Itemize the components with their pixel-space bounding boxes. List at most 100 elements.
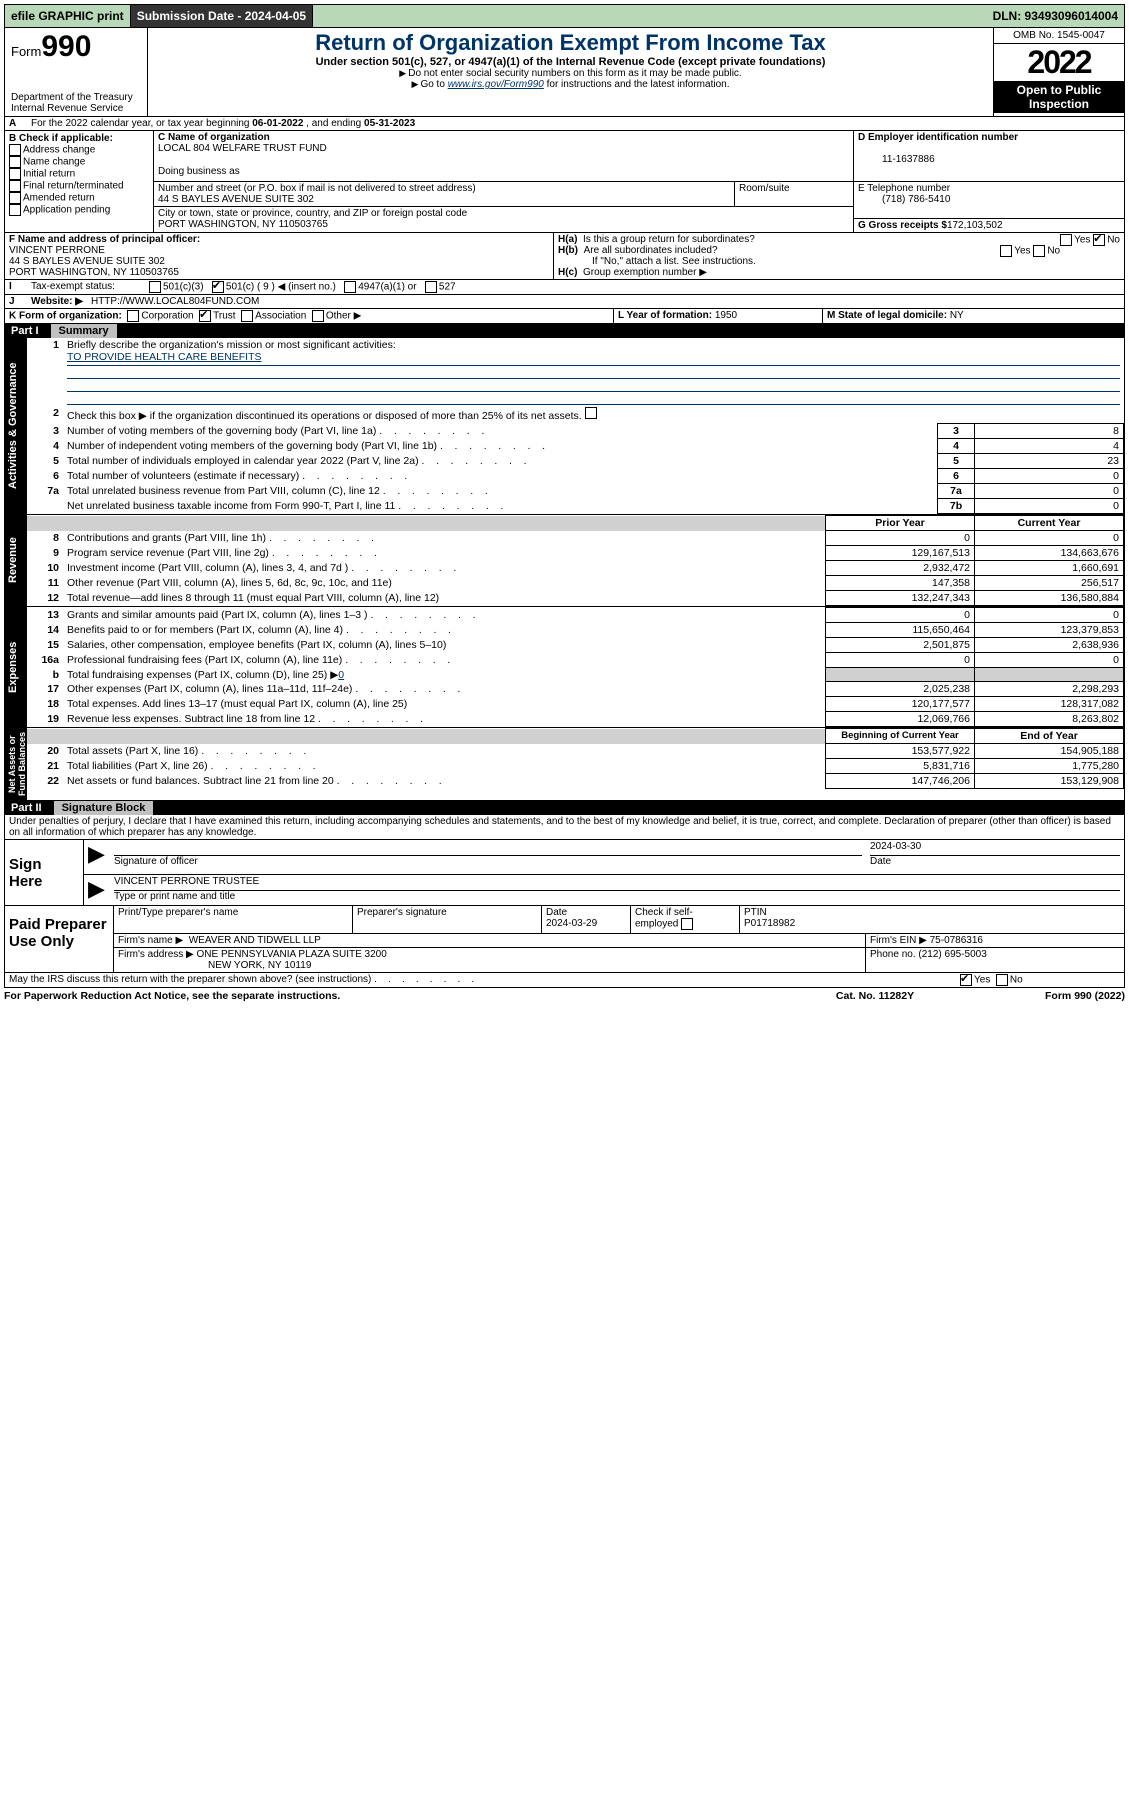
footer-cat: Cat. No. 11282Y <box>775 990 975 1002</box>
m-cell: M State of legal domicile: NY <box>823 309 1124 323</box>
prep-name: Print/Type preparer's name <box>114 906 353 933</box>
tab-expenses: Expenses <box>5 607 27 727</box>
dept-treasury: Department of the Treasury Internal Reve… <box>11 92 141 114</box>
note-link: Go to www.irs.gov/Form990 for instructio… <box>154 79 987 90</box>
b-label: B Check if applicable: <box>9 133 149 144</box>
tab-revenue: Revenue <box>5 515 27 606</box>
k-cell: K Form of organization: Corporation Trus… <box>5 309 614 323</box>
row-j: J Website: ▶ HTTP://WWW.LOCAL804FUND.COM <box>4 295 1125 309</box>
top-bar: efile GRAPHIC print Submission Date - 20… <box>4 4 1125 28</box>
h-b-note: If "No," attach a list. See instructions… <box>558 256 1120 267</box>
name-arrow-icon: ▶ <box>84 875 110 905</box>
line-21: 21Total liabilities (Part X, line 26)5,8… <box>27 759 1124 774</box>
top-spacer <box>313 5 986 27</box>
cb-amended-return[interactable]: Amended return <box>9 192 149 204</box>
header-right: OMB No. 1545-0047 2022 Open to Public In… <box>993 28 1124 116</box>
cb-app-pending[interactable]: Application pending <box>9 204 149 216</box>
row-klm: K Form of organization: Corporation Trus… <box>4 309 1125 324</box>
form-number: Form990 <box>11 30 141 64</box>
part-i: Part ISummary Activities & Governance 1 … <box>4 324 1125 801</box>
phone-cell: E Telephone number (718) 786-5410 <box>854 182 1124 219</box>
page-footer: For Paperwork Reduction Act Notice, see … <box>4 988 1125 1004</box>
line-12: 12Total revenue—add lines 8 through 11 (… <box>27 591 1124 606</box>
tab-activities: Activities & Governance <box>5 338 27 514</box>
line-10: 10Investment income (Part VIII, column (… <box>27 561 1124 576</box>
h-a: H(a) Is this a group return for subordin… <box>558 234 1120 245</box>
officer-name: VINCENT PERRONE <box>9 245 105 256</box>
header-middle: Return of Organization Exempt From Incom… <box>148 28 993 116</box>
part-i-header: Part ISummary <box>5 324 1124 338</box>
efile-text: efile GRAPHIC print <box>11 9 124 23</box>
prep-sig: Preparer's signature <box>353 906 542 933</box>
line-7b: Net unrelated business taxable income fr… <box>27 499 1124 514</box>
irs-discuss-yn: Yes No <box>956 973 1124 987</box>
street-address: 44 S BAYLES AVENUE SUITE 302 <box>158 194 314 205</box>
row-a: A For the 2022 calendar year, or tax yea… <box>4 117 1125 131</box>
form-title: Return of Organization Exempt From Incom… <box>154 30 987 56</box>
gross-receipts: G Gross receipts $172,103,502 <box>854 219 1124 232</box>
efile-label: efile GRAPHIC print <box>5 5 131 27</box>
row-i: I Tax-exempt status: 501(c)(3) 501(c) ( … <box>4 280 1125 295</box>
form-num: 990 <box>41 30 91 63</box>
open-inspection: Open to Public Inspection <box>994 81 1124 113</box>
line-16b: bTotal fundraising expenses (Part IX, co… <box>27 668 1124 682</box>
prep-ptin: PTINP01718982 <box>740 906 1124 933</box>
street-cell: Number and street (or P.O. box if mail i… <box>154 182 735 206</box>
prep-self-emp: Check if self-employed <box>631 906 740 933</box>
firm-name: Firm's name ▶ WEAVER AND TIDWELL LLP <box>114 934 866 947</box>
note-ssn: Do not enter social security numbers on … <box>154 68 987 79</box>
line-19: 19Revenue less expenses. Subtract line 1… <box>27 712 1124 727</box>
irs-link[interactable]: www.irs.gov/Form990 <box>448 79 544 90</box>
cb-final-return[interactable]: Final return/terminated <box>9 180 149 192</box>
phone-value: (718) 786-5410 <box>858 194 950 205</box>
line-14: 14Benefits paid to or for members (Part … <box>27 623 1124 638</box>
line-13: 13Grants and similar amounts paid (Part … <box>27 608 1124 623</box>
line-9: 9Program service revenue (Part VIII, lin… <box>27 546 1124 561</box>
col-c: C Name of organization LOCAL 804 WELFARE… <box>154 131 854 232</box>
line-4: 4Number of independent voting members of… <box>27 439 1124 454</box>
row-fh: F Name and address of principal officer:… <box>4 232 1125 280</box>
firm-phone: Phone no. (212) 695-5003 <box>866 948 1124 972</box>
line-22: 22Net assets or fund balances. Subtract … <box>27 774 1124 789</box>
website-value: HTTP://WWW.LOCAL804FUND.COM <box>87 295 1124 308</box>
entity-block: B Check if applicable: Address change Na… <box>4 131 1125 232</box>
line-11: 11Other revenue (Part VIII, column (A), … <box>27 576 1124 591</box>
line-20: 20Total assets (Part X, line 16)153,577,… <box>27 744 1124 759</box>
officer-cell: F Name and address of principal officer:… <box>5 233 554 279</box>
irs-discuss-row: May the IRS discuss this return with the… <box>4 973 1125 988</box>
irs-discuss-text: May the IRS discuss this return with the… <box>5 973 956 987</box>
firm-ein: Firm's EIN ▶ 75-0786316 <box>866 934 1124 947</box>
sign-here-label: Sign Here <box>5 840 84 905</box>
col-headers-rev: Prior YearCurrent Year <box>27 516 1124 531</box>
tax-year: 2022 <box>994 44 1124 81</box>
col-deg: D Employer identification number 11-1637… <box>854 131 1124 232</box>
org-name: LOCAL 804 WELFARE TRUST FUND <box>158 143 327 154</box>
submission-date: Submission Date - 2024-04-05 <box>131 5 313 27</box>
line-6: 6Total number of volunteers (estimate if… <box>27 469 1124 484</box>
cb-initial-return[interactable]: Initial return <box>9 168 149 180</box>
h-b: H(b) Are all subordinates included? Yes … <box>558 245 1120 256</box>
tax-exempt-opts: 501(c)(3) 501(c) ( 9 ) ◀ (insert no.) 49… <box>145 280 1124 294</box>
tax-exempt-label: Tax-exempt status: <box>27 280 145 294</box>
city-cell: City or town, state or province, country… <box>154 207 853 231</box>
line-15: 15Salaries, other compensation, employee… <box>27 638 1124 653</box>
sig-arrow-icon: ▶ <box>84 840 110 874</box>
col-b: B Check if applicable: Address change Na… <box>5 131 154 232</box>
footer-left: For Paperwork Reduction Act Notice, see … <box>4 990 775 1002</box>
city-state-zip: PORT WASHINGTON, NY 110503765 <box>158 219 328 230</box>
officer-printed-name: VINCENT PERRONE TRUSTEE Type or print na… <box>110 875 1124 905</box>
cb-address-change[interactable]: Address change <box>9 144 149 156</box>
dba-label: Doing business as <box>158 166 849 177</box>
line-8: 8Contributions and grants (Part VIII, li… <box>27 531 1124 546</box>
l-cell: L Year of formation: 1950 <box>614 309 823 323</box>
ein-value: 11-1637886 <box>858 154 935 165</box>
footer-right: Form 990 (2022) <box>975 990 1125 1002</box>
firm-address: Firm's address ▶ ONE PENNSYLVANIA PLAZA … <box>114 948 866 972</box>
omb-number: OMB No. 1545-0047 <box>994 28 1124 44</box>
line-17: 17Other expenses (Part IX, column (A), l… <box>27 682 1124 697</box>
cb-name-change[interactable]: Name change <box>9 156 149 168</box>
line-5: 5Total number of individuals employed in… <box>27 454 1124 469</box>
penalties-text: Under penalties of perjury, I declare th… <box>4 815 1125 840</box>
line-18: 18Total expenses. Add lines 13–17 (must … <box>27 697 1124 712</box>
h-c: H(c) Group exemption number ▶ <box>558 267 1120 278</box>
